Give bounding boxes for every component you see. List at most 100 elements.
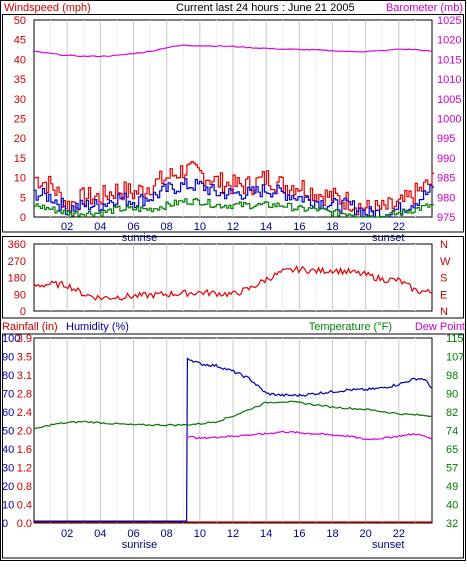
temperature-axis-title: Temperature (°F)	[309, 321, 392, 333]
y-tick-label-windspeed: 35	[14, 74, 26, 86]
panel-frame	[2, 14, 464, 233]
y-tick-label-temperature: 32	[446, 518, 458, 530]
dewpoint-axis-title: Dew Point	[415, 321, 465, 333]
x-tick-label: 16	[293, 528, 305, 540]
y-tick-label-temperature: 65	[446, 444, 458, 456]
y-tick-label-temperature: 57	[446, 463, 458, 475]
y-tick-label-humidity: 10	[2, 500, 14, 512]
x-tick-label: 18	[326, 528, 338, 540]
x-tick-label: 22	[393, 221, 405, 233]
x-marker-sunrise: sunrise	[122, 539, 157, 551]
y-tick-label-rainfall: 3.1	[17, 370, 32, 382]
y-tick-label-direction: 360	[8, 239, 26, 251]
y-tick-label-rainfall: 2.0	[17, 426, 32, 438]
y-tick-label-rainfall: 3.5	[17, 352, 32, 364]
y-tick-label-humidity: 80	[2, 370, 14, 382]
y-tick-label-temperature: 49	[446, 481, 458, 493]
x-tick-label: 06	[127, 221, 139, 233]
series-line-barometer	[33, 44, 433, 58]
y-tick-label-temperature: 98	[446, 370, 458, 382]
y-tick-label-compass: N	[440, 239, 448, 251]
y-tick-label-rainfall: 0.8	[17, 481, 32, 493]
y-tick-label-direction: 180	[8, 273, 26, 285]
x-tick-label: 06	[127, 528, 139, 540]
y-tick-label-barometer: 1010	[437, 74, 461, 86]
y-tick-label-humidity: 50	[2, 426, 14, 438]
y-tick-label-windspeed: 50	[14, 15, 26, 27]
series-line-dewpoint	[186, 430, 433, 441]
y-tick-label-barometer: 990	[437, 153, 455, 165]
y-tick-label-rainfall: 1.2	[17, 463, 32, 475]
y-tick-label-barometer: 1020	[437, 35, 461, 47]
y-tick-label-rainfall: 1.6	[17, 444, 32, 456]
y-tick-label-temperature: 82	[446, 407, 458, 419]
y-tick-label-humidity: 30	[2, 463, 14, 475]
y-tick-label-windspeed: 15	[14, 153, 26, 165]
y-tick-label-humidity: 20	[2, 481, 14, 493]
chart-title: Current last 24 hours : June 21 2005	[176, 2, 355, 14]
windspeed-axis-title: Windspeed (mph)	[4, 2, 91, 14]
y-tick-label-barometer: 995	[437, 133, 455, 145]
series-line-windspeed	[34, 161, 435, 218]
y-tick-label-windspeed: 0	[20, 212, 26, 224]
y-tick-label-temperature: 90	[446, 389, 458, 401]
panel-frame	[2, 333, 464, 559]
y-tick-label-barometer: 1005	[437, 94, 461, 106]
x-tick-label: 04	[94, 221, 106, 233]
y-tick-label-windspeed: 30	[14, 94, 26, 106]
rainfall-axis-title: Rainfall (in)	[2, 321, 58, 333]
y-tick-label-barometer: 1000	[437, 114, 461, 126]
y-tick-label-temperature: 40	[446, 500, 458, 512]
series-line-wind-direction	[33, 264, 433, 301]
y-tick-label-humidity: 100	[2, 333, 20, 345]
y-tick-label-windspeed: 10	[14, 173, 26, 185]
y-tick-label-direction: 90	[14, 289, 26, 301]
series-line-wind-green	[34, 198, 435, 218]
y-tick-label-humidity: 40	[2, 444, 14, 456]
y-tick-label-compass: N	[440, 306, 448, 318]
humidity-axis-title: Humidity (%)	[66, 321, 129, 333]
x-tick-label: 08	[161, 528, 173, 540]
y-tick-label-direction: 270	[8, 256, 26, 268]
y-tick-label-rainfall: 2.4	[17, 407, 32, 419]
x-tick-label: 02	[61, 528, 73, 540]
x-tick-label: 12	[227, 528, 239, 540]
y-tick-label-windspeed: 40	[14, 54, 26, 66]
y-tick-label-humidity: 70	[2, 389, 14, 401]
x-tick-label: 20	[360, 528, 372, 540]
x-tick-label: 14	[260, 528, 272, 540]
y-tick-label-direction: 0	[20, 306, 26, 318]
x-tick-label: 20	[360, 221, 372, 233]
y-tick-label-temperature: 107	[446, 352, 464, 364]
y-tick-label-humidity: 0	[2, 518, 8, 530]
x-tick-label: 14	[260, 221, 272, 233]
x-tick-label: 22	[393, 528, 405, 540]
y-tick-label-windspeed: 25	[14, 114, 26, 126]
x-tick-label: 16	[293, 221, 305, 233]
x-tick-label: 10	[194, 221, 206, 233]
y-tick-label-rainfall: 0.0	[17, 518, 32, 530]
y-tick-label-compass: W	[440, 256, 451, 268]
x-tick-label: 18	[326, 221, 338, 233]
y-tick-label-barometer: 1025	[437, 15, 461, 27]
y-tick-label-compass: S	[440, 273, 447, 285]
x-tick-label: 08	[161, 221, 173, 233]
series-line-temperature	[33, 400, 433, 430]
y-tick-label-barometer: 1015	[437, 54, 461, 66]
x-tick-label: 02	[61, 221, 73, 233]
x-marker-sunrise: sunrise	[122, 232, 157, 244]
x-tick-label: 04	[94, 528, 106, 540]
y-tick-label-barometer: 985	[437, 173, 455, 185]
series-line-wind-blue	[34, 178, 435, 218]
x-marker-sunset: sunset	[372, 232, 404, 244]
y-tick-label-temperature: 115	[446, 333, 464, 345]
y-tick-label-rainfall: 3.9	[17, 333, 32, 345]
series-line-humidity	[34, 357, 433, 522]
y-tick-label-rainfall: 2.8	[17, 389, 32, 401]
y-tick-label-barometer: 975	[437, 212, 455, 224]
panel-frame	[2, 236, 464, 319]
y-tick-label-barometer: 980	[437, 192, 455, 204]
y-tick-label-windspeed: 20	[14, 133, 26, 145]
y-tick-label-temperature: 74	[446, 426, 458, 438]
